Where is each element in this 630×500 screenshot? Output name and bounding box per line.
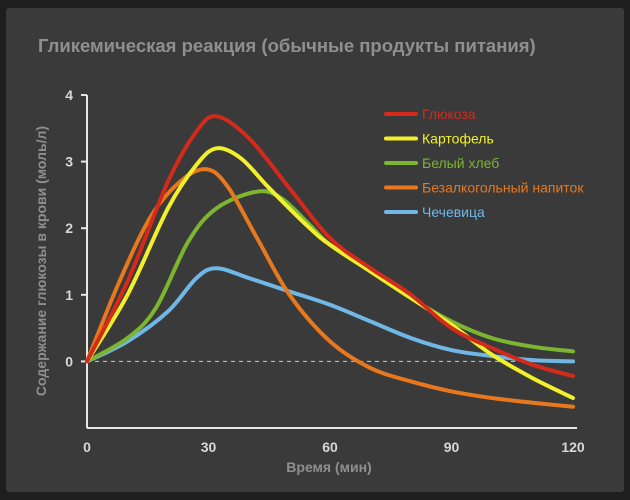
series-line-4	[85, 266, 575, 364]
series-line-2	[85, 189, 575, 364]
legend: Глюкоза Картофель Белый хлеб Безалкогольный…	[384, 106, 584, 220]
axes	[86, 95, 577, 429]
series-line-0	[85, 114, 575, 379]
legend-label: Глюкоза	[422, 106, 476, 122]
legend-label: Белый хлеб	[422, 155, 499, 171]
y-tick-label: 1	[65, 287, 73, 303]
series-lines	[85, 114, 575, 409]
x-tick-label: 30	[201, 439, 217, 455]
chart-title: Гликемическая реакция (обычные продукты …	[38, 35, 536, 56]
x-tick-label: 0	[83, 439, 91, 455]
glycemic-line-chart: Гликемическая реакция (обычные продукты …	[33, 35, 585, 475]
legend-label: Чечевица	[422, 204, 485, 220]
y-axis-label: Содержание глюкозы в крови (моль/л)	[33, 126, 49, 396]
series-line-1	[85, 146, 575, 400]
x-axis-label: Время (мин)	[286, 459, 371, 475]
chart-panel: Гликемическая реакция (обычные продукты …	[6, 8, 624, 492]
x-tick-label: 90	[444, 439, 460, 455]
tick-labels: 0 30 60 90 120 0 1 2 3 4	[65, 87, 585, 455]
x-tick-label: 120	[561, 439, 585, 455]
y-tick-label: 0	[65, 353, 73, 369]
y-tick-label: 2	[65, 220, 73, 236]
x-tick-label: 60	[322, 439, 338, 455]
series-line-3	[85, 167, 575, 409]
y-tick-label: 3	[65, 154, 73, 170]
y-tick-label: 4	[65, 87, 73, 103]
legend-label: Картофель	[422, 131, 494, 147]
legend-label: Безалкогольный напиток	[422, 180, 584, 196]
